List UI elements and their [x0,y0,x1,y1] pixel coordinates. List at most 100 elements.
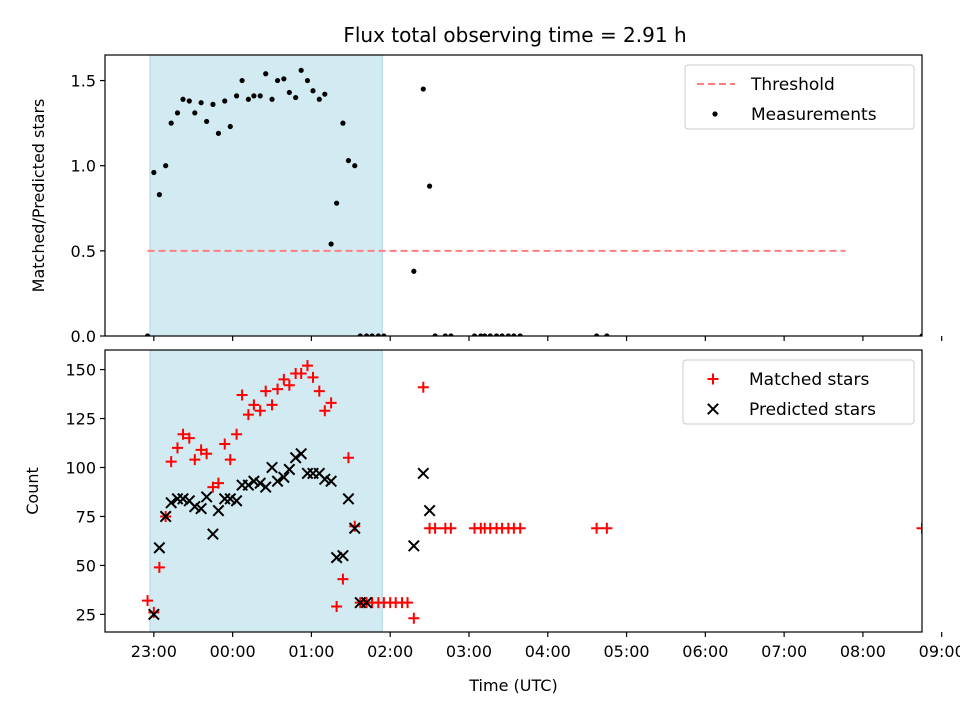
matched-star-point [248,399,260,411]
measurement-point [375,333,381,336]
matched-star-point [148,606,160,618]
predicted-star-point [195,502,208,515]
figure-title: Flux total observing time = 2.91 h [343,23,686,47]
x-axis-label: Time (UTC) [468,676,557,695]
measurement-point [499,333,505,336]
matched-star-point [278,373,290,385]
measurement-point [180,96,186,102]
measurement-point [420,86,426,92]
measurement-point [448,333,454,336]
predicted-star-point [165,496,178,509]
y-tick-label: 0.5 [71,242,96,261]
measurement-point [281,76,287,82]
x-tick-label: 08:00 [840,642,886,661]
measurement-point [369,333,375,336]
y-tick-label: 1.5 [71,72,96,91]
predicted-star-point [348,522,361,535]
matched-star-point [417,381,429,393]
measurement-point [334,200,340,206]
y-axis-label-top: Matched/Predicted stars [29,99,48,293]
predicted-star-point [159,510,172,523]
legend-top: Threshold Measurements [684,64,915,130]
matched-star-point [242,409,254,421]
measurement-point [316,96,322,102]
measurement-point [269,96,275,102]
plot-area-bottom [142,360,922,624]
matched-star-point [342,452,354,464]
predicted-star-point [207,528,219,540]
measurement-point [233,93,240,99]
measurement-point [482,333,488,336]
y-axis-label-bottom: Count [23,467,42,515]
y-tick-label: 1.0 [71,157,96,176]
measurement-point [174,110,181,116]
measurement-point [239,77,245,84]
predicted-star-point [283,463,296,476]
measurement-point [192,110,198,116]
measurement-point [310,88,316,94]
predicted-star-point [337,549,349,562]
x-tick-label: 06:00 [682,642,728,661]
matched-star-point [337,573,349,585]
measurement-point [357,333,363,336]
measurement-point [274,77,281,84]
legend-label: Measurements [751,105,877,125]
matched-star-point [591,522,603,534]
measurement-point [517,333,523,336]
predicted-star-point [212,504,225,517]
matched-star-point [283,379,295,391]
measurement-point [328,241,334,247]
measurement-point [340,120,346,126]
predicted-star-point [342,492,355,505]
matched-star-point [319,405,331,417]
x-tick-label: 09:00 [919,642,960,661]
matched-star-point [331,601,343,613]
measurement-point [198,100,204,106]
predicted-star-point [242,479,255,492]
predicted-star-point [230,494,243,507]
matched-star-point [916,522,922,534]
measurement-point [245,96,251,102]
measurement-point [168,120,174,126]
x-tick-label: 01:00 [288,642,334,661]
legend-label: Predicted stars [749,400,876,420]
measurement-point [511,333,517,336]
matched-star-point [349,520,361,532]
matched-star-point [231,428,243,440]
matched-star-point [254,405,266,417]
matched-star-point [307,371,319,383]
predicted-star-point [417,467,430,480]
predicted-star-point [423,504,436,517]
x-tick-label: 23:00 [131,642,177,661]
predicted-star-point [295,447,308,460]
axes-frame-top [104,54,923,337]
predicted-star-point [360,596,373,609]
predicted-star-point [153,541,166,554]
matched-star-point [142,595,154,607]
matched-star-point [201,448,213,460]
legend-box [684,64,915,130]
measurement-point [352,163,358,169]
measurement-point [345,157,352,164]
measurement-point [293,94,299,101]
predicted-star-point [271,475,284,488]
matched-star-point [295,368,307,379]
matched-star-point [260,385,272,397]
measurement-point [381,333,387,336]
matched-star-point [601,522,613,534]
panel-top: 0.0 0.5 1.0 1.5 Matched/Predicted stars Thres… [29,54,943,346]
matched-star-point [301,360,313,372]
legend-box [682,359,915,425]
observing-span-bottom [149,349,383,633]
legend-bottom: Matched stars Predicted stars [682,359,915,425]
measurement-point [156,192,162,198]
matched-star-point [313,385,325,397]
plot-area-top [144,67,922,336]
predicted-star-point [254,477,267,490]
measurement-point [432,333,438,336]
matched-star-point [177,428,189,440]
measurement-point [493,333,500,336]
y-tick-label: 75 [76,507,96,526]
predicted-star-point [289,451,302,464]
measurement-point [594,333,600,336]
